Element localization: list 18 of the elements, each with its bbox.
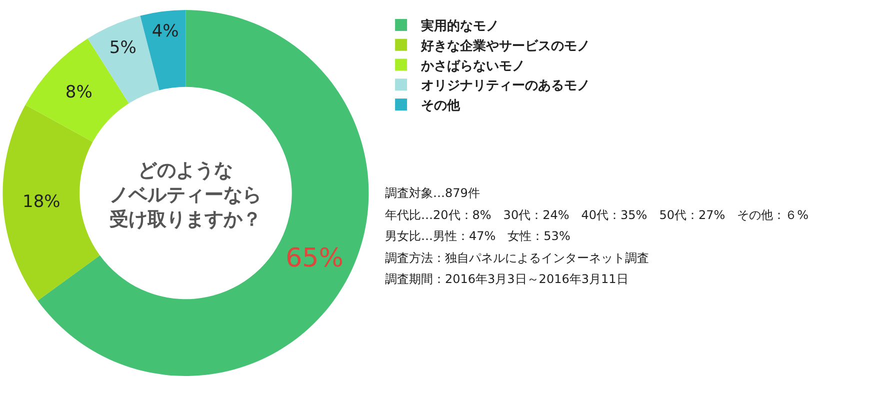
- legend-label: 実用的なモノ: [420, 18, 500, 34]
- legend-label: その他: [421, 98, 462, 114]
- data-label: 5%: [109, 38, 136, 58]
- donut-slice: [2, 104, 100, 301]
- legend-label: かさばらないモノ: [420, 58, 526, 74]
- legend-label: オリジナリティーのあるモノ: [421, 78, 590, 94]
- data-label: 8%: [65, 82, 92, 103]
- donut-slice: [140, 10, 186, 90]
- text: 調査方法：独自パネルによるインターネット調査: [385, 251, 649, 265]
- text: 調査対象…879件: [385, 186, 480, 200]
- data-label: 4%: [152, 22, 179, 42]
- text: 調査期間：2016年3月3日～2016年3月11日: [385, 272, 628, 286]
- text: どのようなノベルティーなら受け取りますか？: [110, 159, 262, 231]
- legend-label: 好きな企業やサービスのモノ: [420, 38, 590, 54]
- text: 年代比…20代：8% 30代：24% 40代：35% 50代：27% その他：６%: [385, 208, 809, 222]
- text: 男女比…男性：47% 女性：53%: [385, 229, 570, 243]
- data-label: 65%: [286, 244, 344, 274]
- data-label: 18%: [22, 192, 60, 212]
